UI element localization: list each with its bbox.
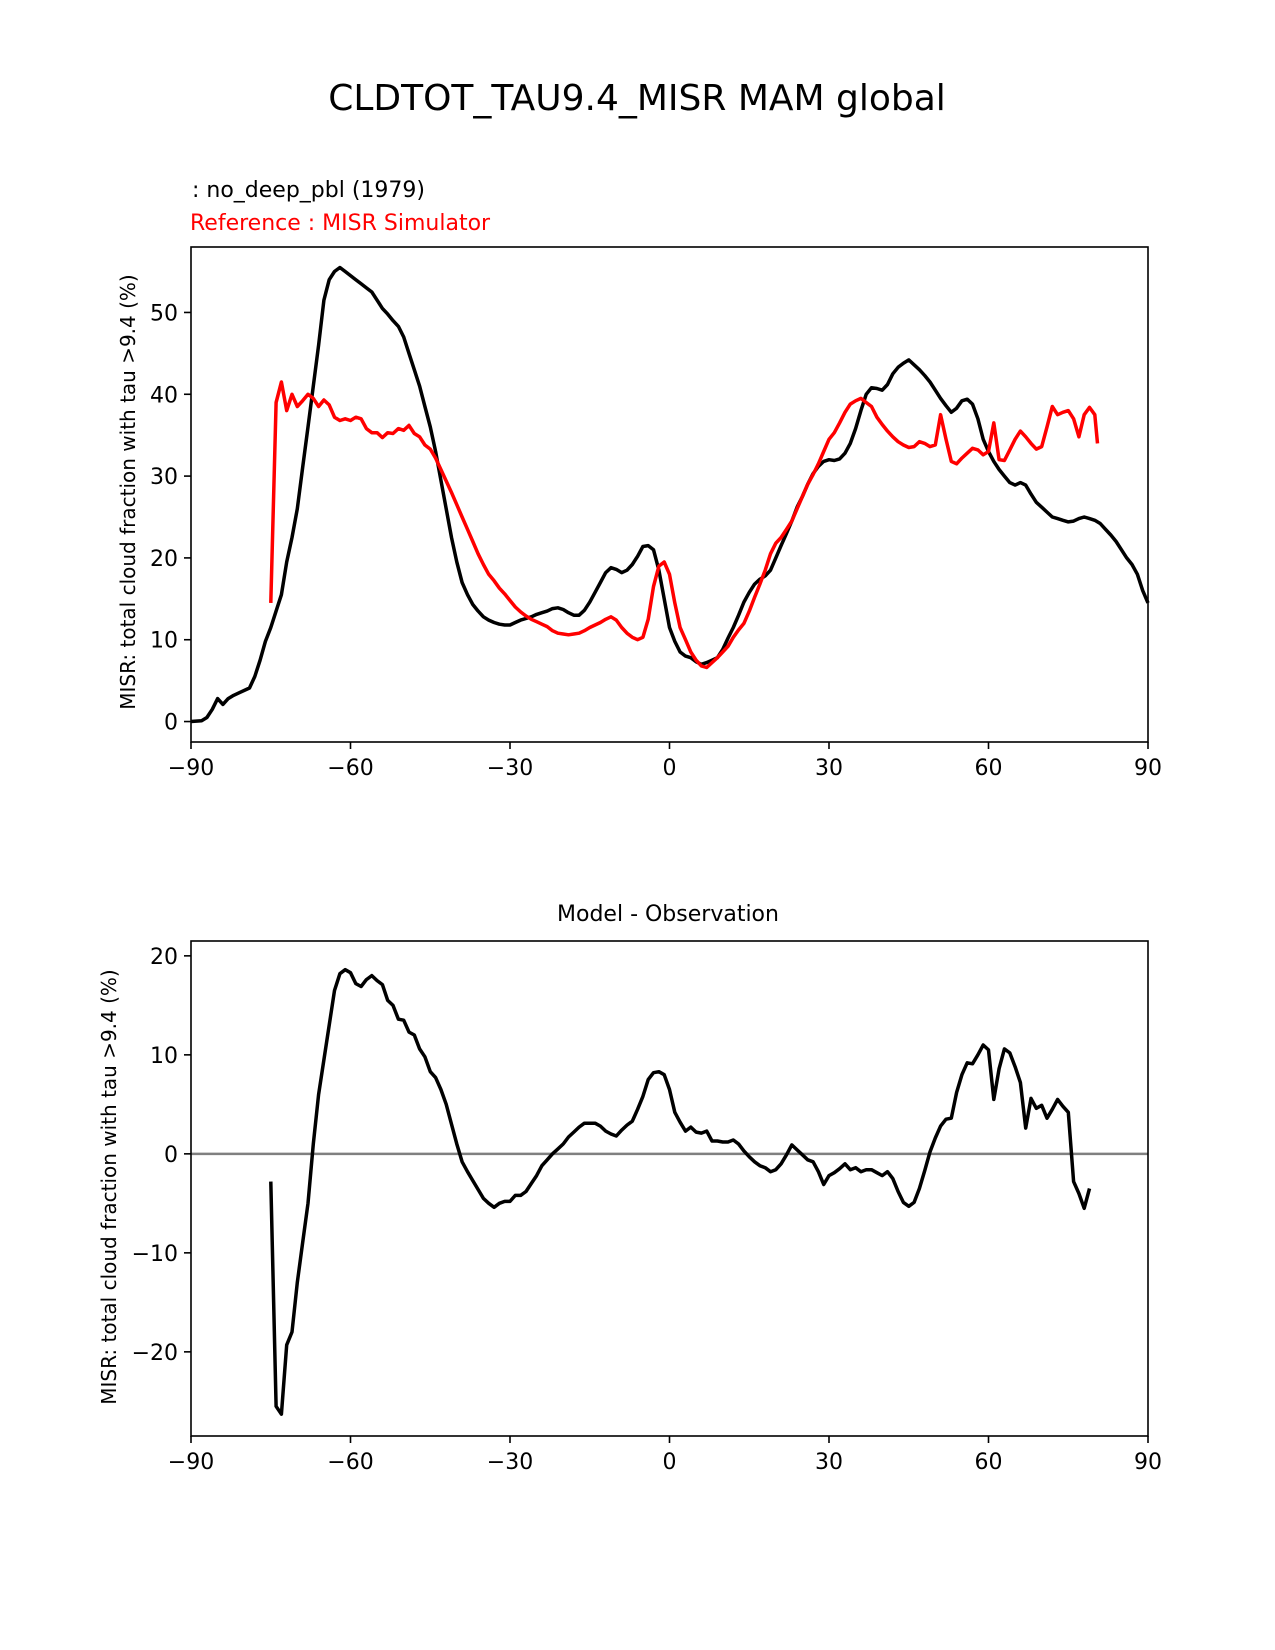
x-tick-label: 90 [1134,1450,1162,1475]
y-tick-label: 0 [164,1143,178,1168]
axes-frame [190,940,1149,1437]
test-legend-label: : no_deep_pbl (1979) [192,178,425,203]
x-tick-label: 90 [1134,756,1162,781]
x-tick-label: −60 [327,1450,373,1475]
bottom-chart-title: Model - Observation [557,902,779,927]
x-tick-label: 60 [975,1450,1003,1475]
y-tick-label: 10 [150,1044,178,1069]
series-line-model-observation [269,967,1092,1416]
x-tick-label: −30 [487,756,533,781]
x-tick-label: 30 [815,756,843,781]
y-tick-label: 20 [150,547,178,572]
x-tick-label: −90 [168,756,214,781]
y-tick-label: 10 [150,629,178,654]
bottom-plot-area: −90 −60 −30 0 30 60 90 −20 −10 0 10 20 [132,940,1162,1475]
x-tick-label: 0 [663,756,677,781]
x-tick-label: −30 [487,1450,533,1475]
bottom-y-axis-label: MISR: total cloud fraction with tau >9.4… [97,969,121,1404]
top-y-axis-label: MISR: total cloud fraction with tau >9.4… [116,274,140,709]
x-tick-label: 30 [815,1450,843,1475]
reference-legend-label: Reference : MISR Simulator [190,211,491,236]
x-tick-label: −60 [327,756,373,781]
top-plot-area: −90 −60 −30 0 30 60 90 0 10 20 30 40 50 [150,246,1162,781]
figure-title: CLDTOT_TAU9.4_MISR MAM global [328,78,946,119]
bottom-chart-panel: Model - Observation MISR: total cloud fr… [97,902,1162,1475]
y-tick-label: 20 [150,945,178,970]
series-line-no-deep-pbl-1979- [190,265,1150,724]
y-tick-label: 0 [164,711,178,736]
x-tick-label: −90 [168,1450,214,1475]
x-tick-label: 60 [975,756,1003,781]
series-line-misr-simulator [269,380,1100,670]
y-tick-label: 30 [150,465,178,490]
y-tick-label: 40 [150,383,178,408]
top-chart-panel: : no_deep_pbl (1979) Reference : MISR Si… [116,178,1162,781]
y-tick-label: −20 [132,1341,178,1366]
axes-frame [190,246,1149,743]
y-tick-label: −10 [132,1242,178,1267]
y-tick-label: 50 [150,301,178,326]
x-tick-label: 0 [663,1450,677,1475]
